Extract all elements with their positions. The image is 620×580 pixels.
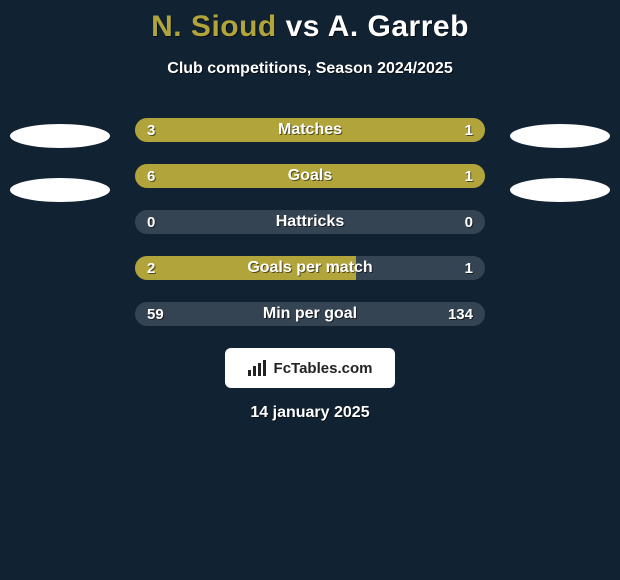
source-badge-text: FcTables.com bbox=[274, 360, 373, 377]
title-player2: A. Garreb bbox=[328, 10, 469, 43]
comparison-row: 59134Min per goal bbox=[135, 302, 485, 326]
chart-icon bbox=[248, 360, 268, 376]
side-oval bbox=[510, 124, 610, 148]
source-badge: FcTables.com bbox=[225, 348, 395, 388]
row-label: Hattricks bbox=[135, 210, 485, 234]
side-oval bbox=[10, 124, 110, 148]
row-label: Min per goal bbox=[135, 302, 485, 326]
comparison-rows: 31Matches 61Goals 00Hattricks 21Goals per m… bbox=[135, 118, 485, 326]
row-label: Goals per match bbox=[135, 256, 485, 280]
comparison-row: 31Matches bbox=[135, 118, 485, 142]
row-label: Goals bbox=[135, 164, 485, 188]
page-title: N. Sioud vs A. Garreb bbox=[0, 0, 620, 44]
subtitle: Club competitions, Season 2024/2025 bbox=[0, 60, 620, 78]
side-oval bbox=[510, 178, 610, 202]
row-label: Matches bbox=[135, 118, 485, 142]
comparison-row: 21Goals per match bbox=[135, 256, 485, 280]
comparison-row: 00Hattricks bbox=[135, 210, 485, 234]
date-text: 14 january 2025 bbox=[0, 404, 620, 422]
comparison-row: 61Goals bbox=[135, 164, 485, 188]
stage: N. Sioud vs A. Garreb Club competitions,… bbox=[0, 0, 620, 580]
title-vs: vs bbox=[277, 10, 328, 43]
side-oval bbox=[10, 178, 110, 202]
title-player1: N. Sioud bbox=[151, 10, 277, 43]
